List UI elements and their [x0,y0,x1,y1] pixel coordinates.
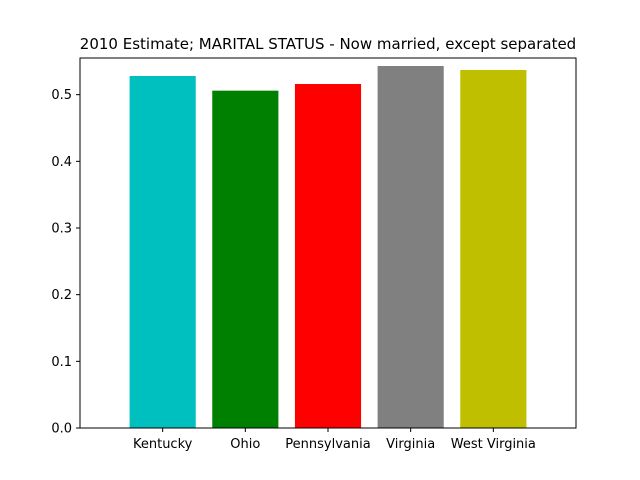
x-tick-label: Pennsylvania [285,437,370,452]
y-tick-label: 0.1 [51,355,72,370]
chart-title: 2010 Estimate; MARITAL STATUS - Now marr… [80,35,576,53]
plot-frame [79,57,577,429]
y-tick-label: 0.2 [51,288,72,303]
x-tick-label: Virginia [386,437,435,452]
bar-kentucky [129,76,196,428]
y-tick-label: 0.4 [51,155,72,170]
y-tick-label: 0.0 [51,422,72,437]
bars-group [129,66,527,429]
y-tick-label: 0.5 [51,88,72,103]
x-tick-label: Ohio [230,437,260,452]
y-axis: 0.0 0.1 0.2 0.3 0.4 0.5 [51,88,80,437]
bar-ohio [212,90,279,429]
bar-west-virginia [460,70,527,428]
x-axis: Kentucky Ohio Pennsylvania Virginia West Vir… [133,428,536,452]
x-tick-label: Kentucky [133,437,193,452]
bar-pennsylvania [294,84,362,428]
bar-virginia [377,66,444,428]
y-tick-label: 0.3 [51,222,72,237]
x-tick-label: West Virginia [451,437,536,452]
